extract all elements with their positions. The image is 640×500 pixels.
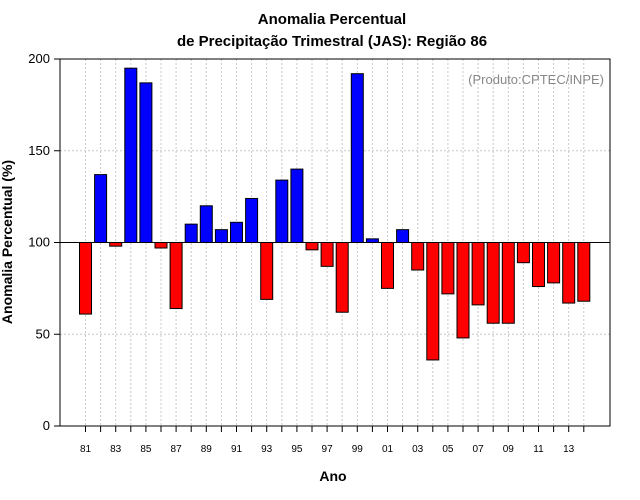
x-tick-label: 81 xyxy=(80,444,92,455)
x-tick-label: 07 xyxy=(473,444,485,455)
bar-96 xyxy=(305,242,319,251)
chart-title-line-1: Anomalia Percentual xyxy=(258,11,406,28)
bar-86 xyxy=(154,242,168,249)
x-axis: 81 83 85 87 89 91 93 95 97 99 01 03 05 07 09 11 13 xyxy=(80,426,585,455)
x-tick-label: 87 xyxy=(171,444,183,455)
bar-12 xyxy=(547,242,561,284)
x-tick-label: 95 xyxy=(291,444,303,455)
bar-14 xyxy=(577,242,591,302)
bar-09 xyxy=(501,242,515,324)
bar-88 xyxy=(184,223,198,243)
y-tick-label: 0 xyxy=(43,418,50,433)
bar-07 xyxy=(471,242,485,306)
bar-94 xyxy=(275,179,289,243)
x-tick-label: 85 xyxy=(140,444,152,455)
bar-82 xyxy=(94,174,108,243)
bar-87 xyxy=(169,242,183,310)
bar-93 xyxy=(260,242,274,300)
chart-title-line-2: de Precipitação Trimestral (JAS): Região… xyxy=(177,33,487,50)
x-tick-label: 03 xyxy=(412,444,424,455)
bar-92 xyxy=(245,197,259,244)
x-tick-label: 13 xyxy=(563,444,575,455)
x-tick-label: 05 xyxy=(442,444,454,455)
x-tick-label: 01 xyxy=(382,444,394,455)
bar-99 xyxy=(350,73,364,244)
x-tick-label: 93 xyxy=(261,444,273,455)
bar-89 xyxy=(199,205,213,244)
bar-01 xyxy=(381,242,394,289)
bar-10 xyxy=(516,242,530,264)
bar-90 xyxy=(214,229,228,243)
bar-06 xyxy=(456,242,470,339)
x-tick-label: 83 xyxy=(110,444,122,455)
bar-13 xyxy=(562,242,576,304)
bar-00 xyxy=(365,238,379,244)
bar-02 xyxy=(396,229,410,243)
bar-91 xyxy=(230,221,243,244)
x-tick-label: 99 xyxy=(352,444,364,455)
credit-label: (Produto:CPTEC/INPE) xyxy=(468,72,604,87)
x-axis-title: Ano xyxy=(319,468,346,484)
bar-03 xyxy=(411,242,425,271)
bars xyxy=(79,67,591,361)
y-axis: 0 50 100 150 200 xyxy=(28,51,60,433)
bar-05 xyxy=(441,242,455,295)
y-axis-title: Anomalia Percentual (%) xyxy=(0,160,15,324)
bar-04 xyxy=(426,242,440,361)
y-tick-label: 50 xyxy=(36,326,50,341)
x-tick-label: 89 xyxy=(201,444,213,455)
y-tick-label: 200 xyxy=(28,51,50,66)
x-tick-label: 97 xyxy=(322,444,334,455)
bar-81 xyxy=(79,242,92,315)
bar-83 xyxy=(109,242,123,247)
bar-11 xyxy=(532,242,545,288)
x-tick-label: 11 xyxy=(533,444,544,455)
bar-97 xyxy=(320,242,334,267)
grid xyxy=(60,58,610,427)
bar-84 xyxy=(124,67,138,243)
x-tick-label: 09 xyxy=(503,444,515,455)
y-tick-label: 150 xyxy=(28,143,50,158)
bar-95 xyxy=(290,168,304,244)
x-tick-label: 91 xyxy=(231,444,243,455)
bar-98 xyxy=(335,242,349,313)
bar-08 xyxy=(486,242,500,324)
y-tick-label: 100 xyxy=(28,235,50,250)
bar-85 xyxy=(139,82,153,244)
